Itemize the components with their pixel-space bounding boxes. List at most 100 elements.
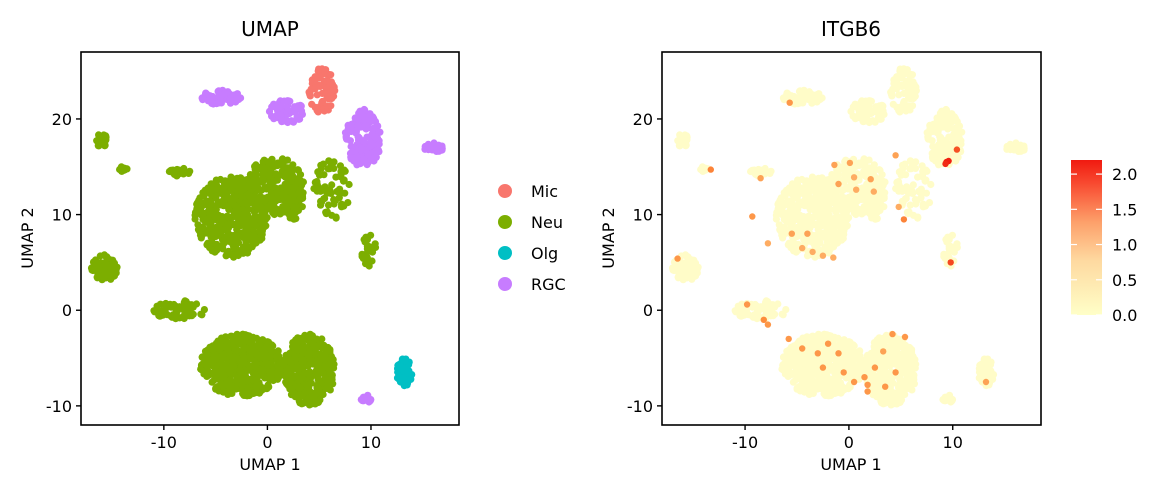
umap-point-rgc: [360, 397, 368, 405]
umap-point-rgc: [360, 155, 368, 163]
umap-point-neu: [297, 374, 305, 382]
itgb6-background-point: [929, 122, 937, 130]
itgb6-expressing-point: [799, 244, 806, 252]
itgb6-background-point: [834, 341, 843, 349]
umap-ytick-label: 10: [52, 206, 72, 225]
umap-point-neu: [283, 156, 292, 164]
itgb6-background-point: [903, 183, 911, 191]
umap-point-neu: [260, 354, 269, 362]
itgb6-background-point: [919, 203, 927, 211]
umap-point-rgc: [363, 161, 371, 169]
umap-point-neu: [299, 364, 307, 372]
itgb6-background-point: [863, 183, 871, 191]
itgb6-expressing-point: [786, 99, 793, 106]
itgb6-background-point: [757, 167, 766, 175]
itgb6-background-point: [866, 198, 874, 206]
umap-point-neu: [253, 341, 261, 349]
itgb6-background-point: [948, 231, 957, 239]
umap-point-rgc: [280, 97, 288, 105]
umap-point-neu: [201, 218, 209, 226]
itgb6-background-point: [908, 102, 917, 110]
umap-point-neu: [281, 372, 289, 380]
itgb6-background-point: [925, 199, 934, 207]
umap-point-neu: [209, 346, 217, 354]
umap-point-neu: [234, 175, 242, 183]
itgb6-background-point: [895, 168, 904, 176]
umap-point-neu: [262, 343, 270, 352]
umap-point-neu: [210, 361, 218, 369]
umap-point-neu: [330, 158, 338, 166]
itgb6-background-point: [819, 187, 827, 195]
umap-point-neu: [253, 334, 261, 342]
umap-point-neu: [294, 338, 302, 346]
umap-point-neu: [242, 220, 250, 228]
umap-point-neu: [123, 165, 131, 173]
umap-point-rgc: [362, 125, 370, 133]
umap-point-rgc: [351, 114, 359, 122]
itgb6-background-point: [904, 375, 912, 383]
itgb6-background-point: [674, 274, 683, 282]
umap-point-neu: [237, 187, 245, 195]
itgb6-background-point: [796, 99, 804, 107]
umap-ytick-label: -10: [46, 397, 72, 416]
umap-point-neu: [237, 218, 245, 226]
itgb6-background-point: [835, 197, 844, 205]
itgb6-xtick-label: 0: [844, 433, 854, 452]
umap-point-neu: [198, 311, 206, 319]
itgb6-background-point: [684, 269, 692, 277]
umap-point-neu: [198, 366, 206, 374]
itgb6-expressing-point: [882, 383, 889, 390]
itgb6-background-point: [903, 208, 912, 216]
itgb6-background-point: [948, 139, 956, 147]
itgb6-expressing-point: [707, 166, 714, 173]
itgb6-background-point: [845, 338, 853, 346]
umap-point-neu: [230, 244, 238, 252]
umap-point-neu: [208, 247, 216, 255]
itgb6-background-point: [902, 67, 910, 75]
itgb6-background-point: [855, 110, 863, 118]
itgb6-background-point: [865, 156, 873, 164]
itgb6-background-point: [781, 209, 789, 217]
umap-point-neu: [306, 332, 314, 340]
umap-point-neu: [223, 221, 231, 229]
itgb6-background-point: [823, 391, 831, 399]
itgb6-background-point: [802, 238, 810, 246]
umap-point-neu: [263, 338, 271, 346]
umap-point-neu: [241, 391, 249, 399]
itgb6-background-point: [778, 223, 786, 231]
umap-point-neu: [288, 190, 296, 198]
umap-point-neu: [313, 389, 321, 397]
umap-point-neu: [259, 178, 267, 186]
umap-point-neu: [248, 218, 256, 226]
itgb6-background-point: [783, 218, 791, 226]
umap-point-neu: [263, 360, 271, 368]
itgb6-background-point: [810, 221, 818, 229]
umap-point-neu: [229, 199, 237, 207]
itgb6-expressing-point: [824, 340, 832, 347]
itgb6-background-point: [833, 389, 841, 397]
umap-point-neu: [258, 227, 266, 235]
umap-point-neu: [102, 133, 110, 141]
itgb6-expressing-point: [835, 350, 842, 357]
umap-panel: UMAP -10 0 10 -10 0 10 20 UMAP 1 UMAP 2: [18, 17, 460, 474]
itgb6-background-point: [698, 166, 706, 174]
umap-point-neu: [204, 239, 212, 247]
umap-point-neu: [210, 368, 218, 376]
itgb6-background-point: [849, 112, 857, 120]
itgb6-background-point: [779, 311, 787, 319]
itgb6-expressing-point: [804, 230, 811, 237]
itgb6-ylabel: UMAP 2: [599, 207, 618, 268]
umap-point-neu: [321, 363, 329, 371]
umap-point-neu: [226, 234, 234, 242]
itgb6-background-point: [840, 178, 848, 186]
umap-point-neu: [345, 180, 353, 189]
umap-point-neu: [267, 353, 275, 361]
itgb6-background-point: [914, 214, 922, 222]
itgb6-background-point: [793, 193, 802, 201]
itgb6-background-point: [932, 154, 940, 162]
itgb6-background-point: [799, 190, 808, 198]
itgb6-ytick-label: -10: [627, 397, 653, 416]
umap-point-neu: [163, 311, 171, 319]
umap-point-neu: [238, 382, 246, 390]
itgb6-background-point: [818, 94, 826, 102]
